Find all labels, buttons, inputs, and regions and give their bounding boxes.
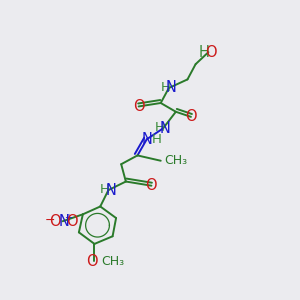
Text: H: H xyxy=(160,81,170,94)
Text: H: H xyxy=(100,183,110,196)
Text: H: H xyxy=(199,45,210,60)
Text: CH₃: CH₃ xyxy=(164,154,187,167)
Text: O: O xyxy=(133,99,145,114)
Text: H: H xyxy=(152,134,161,146)
Text: −: − xyxy=(45,214,56,227)
Text: N: N xyxy=(160,121,171,136)
Text: N: N xyxy=(105,183,116,198)
Text: H: H xyxy=(155,121,165,134)
Text: +: + xyxy=(64,213,72,223)
Text: O: O xyxy=(146,178,157,193)
Text: O: O xyxy=(86,254,98,269)
Text: O: O xyxy=(66,214,78,229)
Text: O: O xyxy=(49,214,61,229)
Text: O: O xyxy=(185,109,197,124)
Text: N: N xyxy=(141,132,152,147)
Text: CH₃: CH₃ xyxy=(101,255,124,268)
Text: N: N xyxy=(58,214,69,229)
Text: N: N xyxy=(166,80,177,95)
Text: O: O xyxy=(206,45,217,60)
